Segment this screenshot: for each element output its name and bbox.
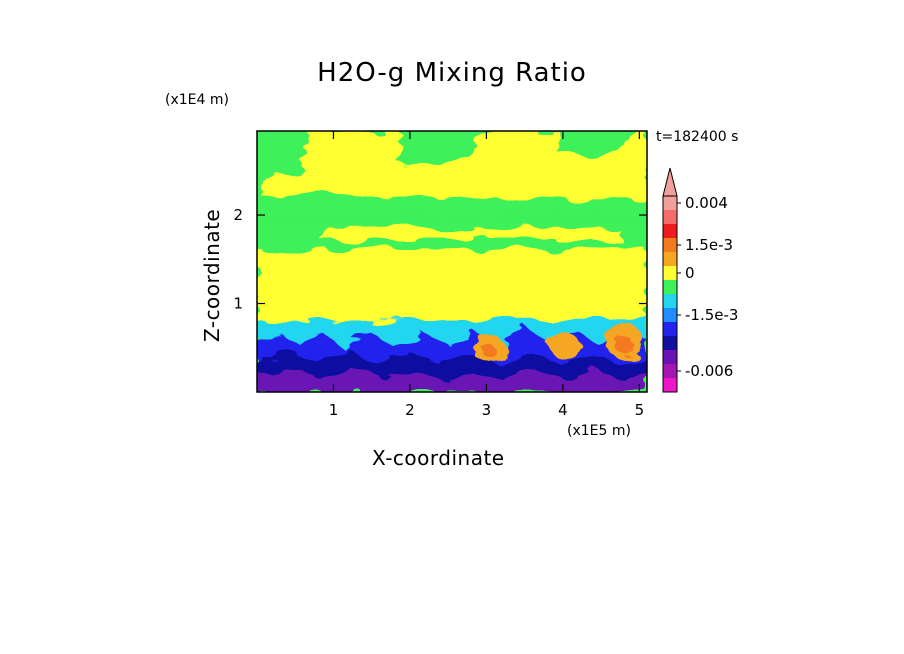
contour-field <box>257 131 647 392</box>
colorbar-label: 0.004 <box>685 194 728 212</box>
colorbar-label: 1.5e-3 <box>685 236 733 254</box>
colorbar-swatch <box>663 210 677 225</box>
chart-title: H2O-g Mixing Ratio <box>317 58 587 88</box>
x-axis-label: X-coordinate <box>372 446 505 470</box>
colorbar-swatch <box>663 364 677 379</box>
colorbar-swatch <box>663 252 677 267</box>
colorbar-label: 0 <box>685 264 695 282</box>
y-tick-label: 1 <box>233 295 243 313</box>
colorbar-arrow <box>662 167 678 197</box>
orange-cell-2 <box>551 332 579 360</box>
field-green-stripe <box>257 212 647 224</box>
colorbar-swatch <box>663 308 677 323</box>
plot-frame <box>256 130 648 393</box>
x-tick-label: 4 <box>558 401 568 419</box>
x-axis-multiplier: (x1E5 m) <box>567 423 631 439</box>
colorbar-label: -0.006 <box>685 362 733 380</box>
colorbar-swatch <box>663 322 677 337</box>
field-yellow-band <box>320 226 620 240</box>
x-tick-label: 1 <box>329 401 339 419</box>
colorbar-swatch <box>663 224 677 239</box>
colorbar-swatch <box>663 336 677 351</box>
field-yellow-top <box>260 131 647 200</box>
orange-core-3 <box>616 337 634 355</box>
time-label: t=182400 s <box>656 129 739 145</box>
orange-core-1 <box>483 346 497 358</box>
y-axis-ticks: 12 <box>233 206 647 313</box>
field-purple-layer <box>257 366 647 392</box>
x-axis-ticks: 1 2 3 4 5 <box>329 131 644 419</box>
field-yellow-mid <box>257 246 647 322</box>
colorbar-swatch <box>663 266 677 281</box>
colorbar-swatch <box>663 280 677 295</box>
x-tick-label: 2 <box>405 401 415 419</box>
y-axis-multiplier: (x1E4 m) <box>165 92 229 108</box>
x-tick-label: 3 <box>482 401 492 419</box>
colorbar: 0.004 1.5e-3 0 -1.5e-3 -0.006 <box>662 167 738 393</box>
y-tick-label: 2 <box>233 206 243 224</box>
colorbar-swatch <box>663 378 677 393</box>
colorbar-swatch <box>663 350 677 365</box>
colorbar-frame <box>662 195 678 393</box>
colorbar-swatch <box>663 238 677 253</box>
colorbar-swatch <box>663 196 677 211</box>
colorbar-swatch <box>663 294 677 309</box>
colorbar-label: -1.5e-3 <box>685 306 738 324</box>
x-tick-label: 5 <box>635 401 645 419</box>
